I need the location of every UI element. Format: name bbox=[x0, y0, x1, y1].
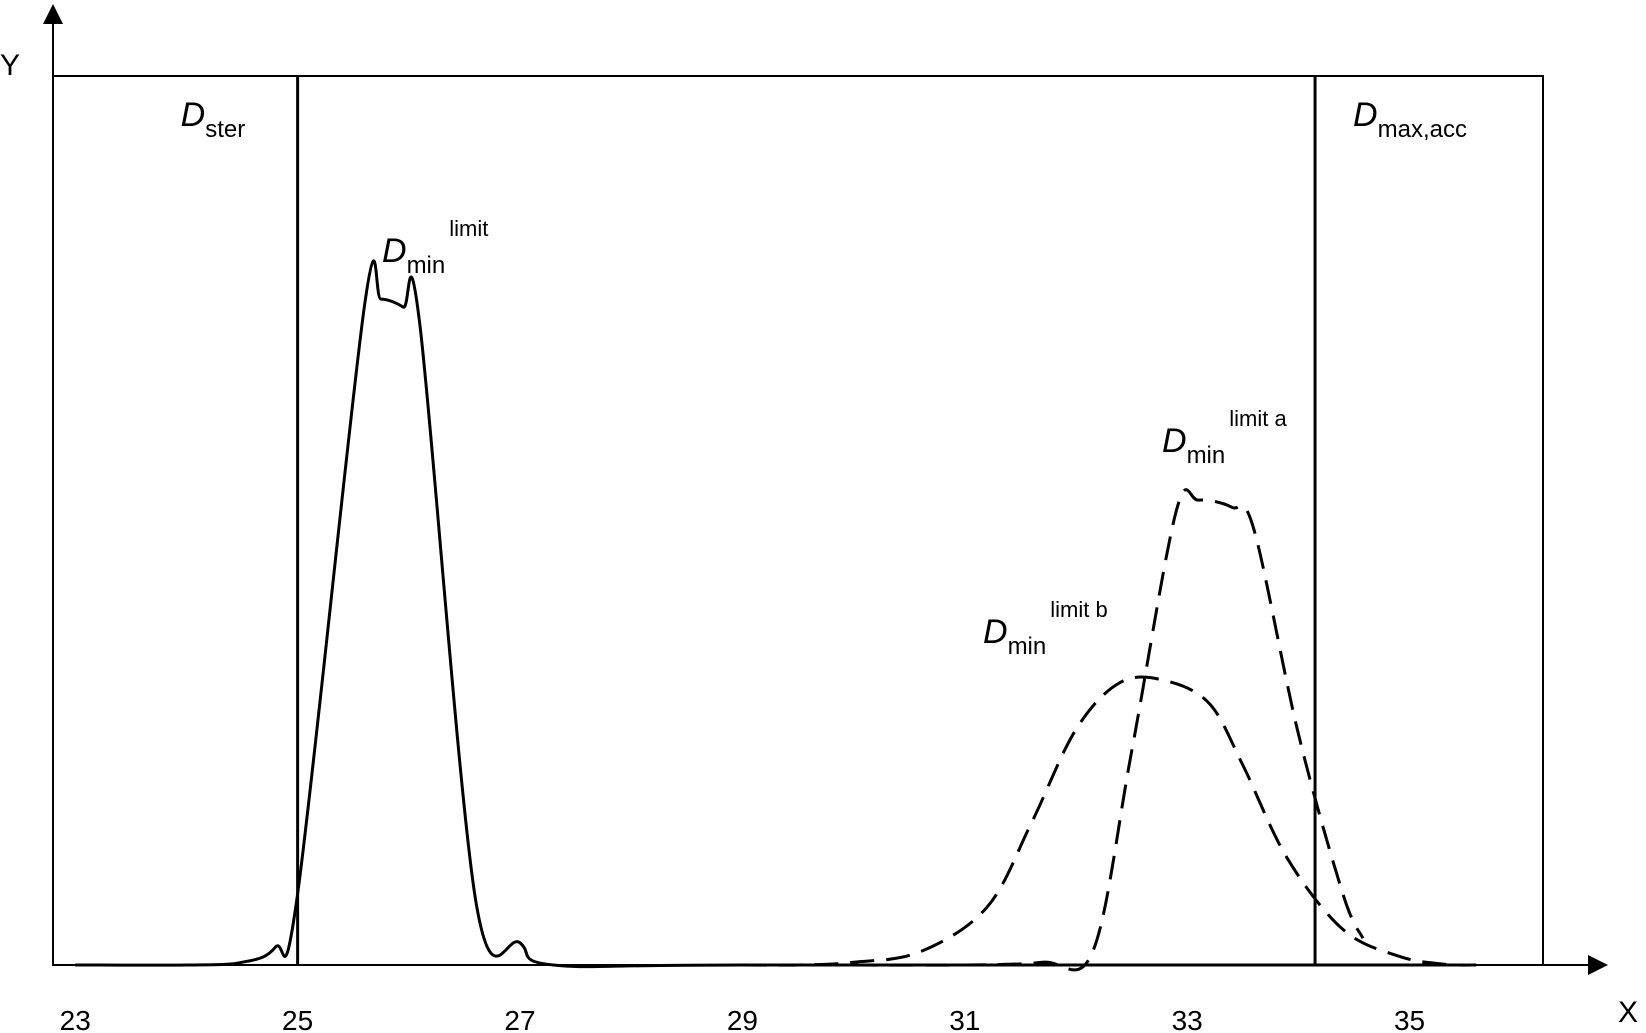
x-tick-label: 31 bbox=[949, 1005, 980, 1033]
y-axis-label: Y bbox=[0, 49, 20, 82]
x-tick-label: 33 bbox=[1172, 1005, 1203, 1033]
x-axis-label: X bbox=[1618, 996, 1638, 1029]
distribution-curves bbox=[75, 259, 1477, 972]
curve-1 bbox=[75, 259, 1466, 969]
x-tick-label: 27 bbox=[504, 1005, 535, 1033]
reference-line-label: Dster bbox=[181, 96, 246, 143]
curve-2 bbox=[853, 488, 1365, 972]
reference-line-label: Dmax,acc bbox=[1353, 96, 1467, 143]
x-tick-label: 23 bbox=[60, 1005, 91, 1033]
curve-label: Dminlimit bbox=[382, 216, 488, 279]
plot-frame bbox=[52, 75, 1544, 966]
x-tick-label: 25 bbox=[282, 1005, 313, 1033]
x-tick-label: 29 bbox=[727, 1005, 758, 1033]
curve-3 bbox=[742, 675, 1477, 967]
x-tick-label: 35 bbox=[1394, 1005, 1425, 1033]
x-tick-labels: 23 25 27 29 31 33 35 bbox=[60, 1005, 1425, 1033]
curve-label: Dminlimit b bbox=[983, 597, 1108, 660]
curve-labels: Dster Dmax,acc Dminlimit Dminlimit a Dminlim… bbox=[181, 96, 1467, 660]
curve-label: Dminlimit a bbox=[1162, 406, 1287, 469]
reference-lines bbox=[296, 76, 1317, 965]
